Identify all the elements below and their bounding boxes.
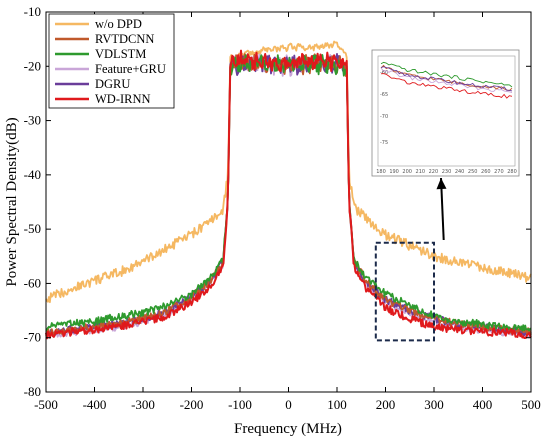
zoom-box (374, 241, 435, 342)
y-axis-title: Power Spectral Density(dB) (4, 117, 20, 286)
zoom-annotation (374, 177, 447, 342)
series-line-w-o-dpd (45, 40, 532, 304)
inset-x-tick-label: 270 (494, 169, 504, 175)
x-tick-label: 400 (473, 397, 493, 412)
y-tick-label: -20 (24, 58, 41, 73)
x-tick-label: 300 (424, 397, 444, 412)
y-tick-label: -50 (24, 221, 41, 236)
inset-x-tick-label: 190 (389, 169, 399, 175)
inset-axes (377, 55, 516, 167)
zoom-inset: 180 190 200 210 220 230 240 250 260 270 280 -60 -65 -… (371, 49, 520, 177)
inset-y-tick-label: -75 (380, 140, 388, 146)
legend-box (48, 13, 175, 109)
y-tick-label: -40 (24, 167, 41, 182)
x-tick-label: -400 (83, 397, 107, 412)
inset-series-line (380, 73, 513, 99)
inset-x-tick-label: 240 (455, 169, 465, 175)
inset-x-tick-label: 180 (376, 169, 386, 175)
x-tick-label: 0 (285, 397, 292, 412)
series-layer (45, 40, 532, 340)
y-tick-label: -80 (24, 384, 41, 399)
y-tick-label: -30 (24, 113, 41, 128)
series-line-wd-irnn (45, 49, 532, 340)
legend-label: DGRU (95, 77, 130, 91)
y-tick-label: -60 (24, 275, 41, 290)
inset-y-tick-label: -70 (380, 114, 388, 120)
legend-label: WD-IRNN (95, 92, 151, 106)
y-tick-label: -10 (24, 4, 41, 19)
x-axis-title: Frequency (MHz) (234, 421, 342, 437)
inset-x-tick-label: 250 (468, 169, 478, 175)
y-tick-label: -70 (24, 330, 41, 345)
inset-x-tick-label: 280 (507, 169, 517, 175)
x-tick-label: 100 (327, 397, 347, 412)
x-tick-label: -200 (180, 397, 204, 412)
series-line-vdlstm (45, 54, 531, 332)
legend-label: RVTDCNN (95, 32, 154, 46)
x-tick-label: -500 (34, 397, 58, 412)
inset-series-line (380, 61, 513, 88)
x-axis-ticks: -500 -400 -300 -200 -100 0 100 200 300 400 500 (34, 12, 541, 412)
inset-x-tick-label: 200 (402, 169, 412, 175)
legend-label: VDLSTM (95, 47, 146, 61)
legend-label: w/o DPD (95, 17, 142, 31)
x-tick-label: -100 (228, 397, 252, 412)
inset-x-tick-label: 260 (481, 169, 491, 175)
zoom-arrow-head (436, 178, 447, 190)
inset-y-tick-label: -65 (380, 92, 388, 98)
inset-y-tick-label: -60 (380, 70, 388, 76)
inset-series-line (380, 66, 513, 92)
inset-x-tick-label: 220 (429, 169, 439, 175)
inset-x-tick-label: 230 (442, 169, 452, 175)
inset-x-tick-label: 210 (416, 169, 426, 175)
x-tick-label: 200 (376, 397, 396, 412)
inset-series-line (380, 67, 513, 94)
legend: w/o DPDRVTDCNNVDLSTMFeature+GRUDGRUWD-IR… (48, 13, 175, 109)
legend-label: Feature+GRU (95, 62, 166, 76)
y-axis-ticks: -10 -20 -30 -40 -50 -60 -70 -80 (24, 4, 531, 399)
x-tick-label: -300 (131, 397, 155, 412)
x-tick-label: 500 (521, 397, 541, 412)
